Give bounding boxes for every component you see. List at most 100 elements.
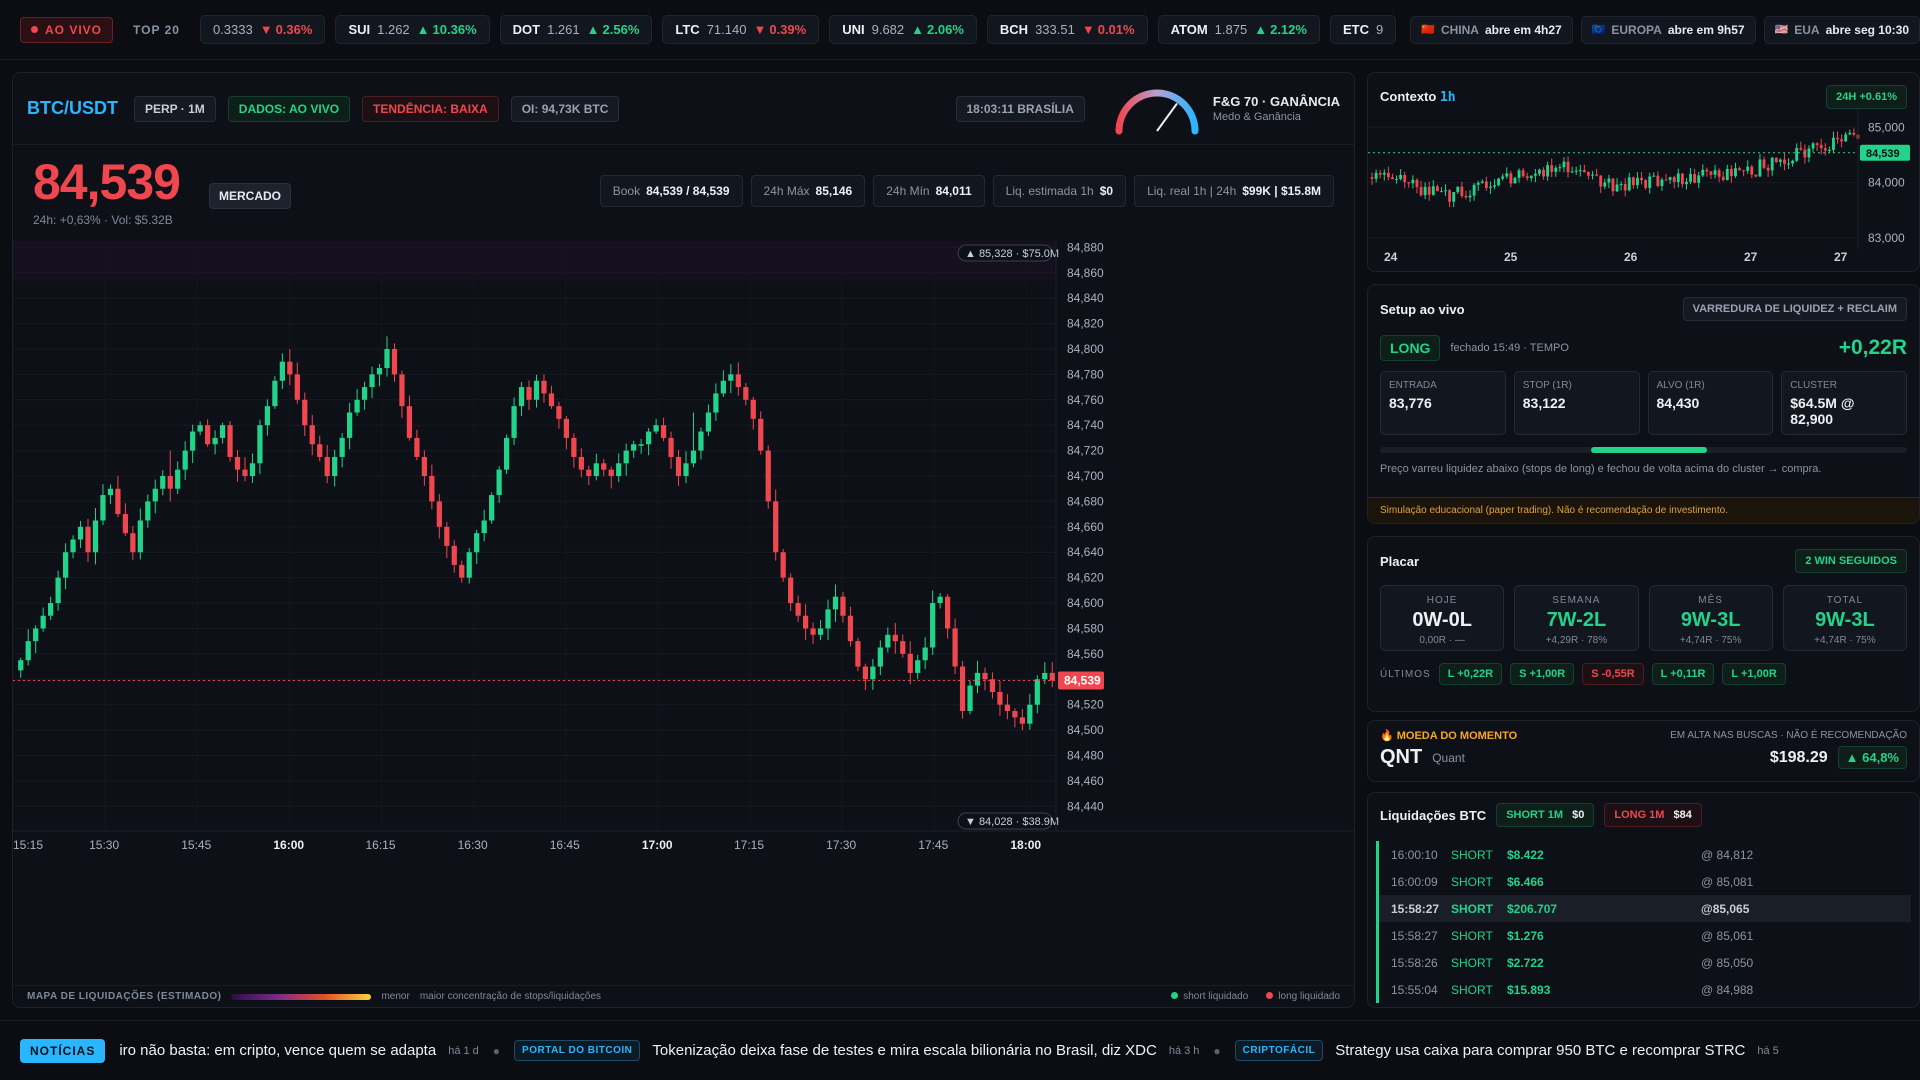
main-chart-panel: BTC/USDT PERP · 1M DADOS: AO VIVO TENDÊN… [12,72,1355,1008]
trending-coin-card[interactable]: 🔥 MOEDA DO MOMENTO EM ALTA NAS BUSCAS · … [1367,720,1920,782]
ctx-candle-body [1440,191,1443,193]
liquidation-row[interactable]: 15:58:27 SHORT $1.276 @ 85,061 [1376,922,1911,949]
news-source-badge: CRIPTOFÁCIL [1234,1040,1324,1061]
candle-body [541,380,547,394]
arrow-down-icon: ▼ [753,22,767,37]
news-list: iro não basta: em cripto, vence quem se … [119,1040,1779,1061]
y-tick-label: 84,780 [1067,367,1104,381]
ticker-item[interactable]: SUI 1.262 ▲ 10.36% [335,15,490,44]
liquidation-side: SHORT [1451,955,1493,970]
news-headline[interactable]: iro não basta: em cripto, vence quem se … [119,1042,437,1059]
news-headline[interactable]: Tokenização deixa fase de testes e mira … [652,1042,1157,1059]
setup-status: fechado 15:49 · TEMPO [1450,342,1569,354]
ticker-item[interactable]: ETC 9 [1329,15,1397,44]
ticker-item[interactable]: BCH 333.51 ▼ 0.01% [986,15,1148,44]
y-tick-label: 84,520 [1067,698,1104,712]
ctx-candle-body [1489,186,1492,188]
ticker-item[interactable]: DOT 1.261 ▲ 2.56% [499,15,653,44]
price-stat: Liq. real 1h | 24h $99K | $15.8M [1134,175,1334,207]
ctx-candle-body [1778,159,1782,163]
setup-level-box: STOP (1R) 83,122 [1513,371,1640,435]
ctx-candle-body [1562,161,1566,168]
y-tick-label: 84,600 [1067,596,1104,610]
market-hours-item: 🇨🇳 CHINA abre em 4h27 [1410,15,1573,44]
candle-body [840,596,846,616]
price-stat: Liq. estimada 1h $0 [992,175,1127,207]
price-stat-label: Book [612,184,641,198]
liquidation-price: @ 85,050 [1701,955,1754,970]
ctx-candle-body [1774,157,1778,163]
candle-body [556,406,562,419]
ctx-candle-body [1395,179,1398,181]
news-time-ago: há 1 d [448,1044,479,1057]
y-tick-label: 84,800 [1067,342,1104,356]
news-headline[interactable]: Strategy usa caixa para comprar 950 BTC … [1335,1042,1746,1059]
ticker-item[interactable]: 0.3333 ▼ 0.36% [199,15,326,44]
ctx-candle-body [1374,172,1378,179]
score-period-box: HOJE 0W-0L 0,00R · — [1380,585,1505,651]
ticker-price: 9 [1375,22,1384,37]
ctx-candle-body [1521,170,1525,177]
ticker-change: ▼ 0.36% [260,22,313,37]
liquidation-row[interactable]: 15:58:27 SHORT $206.707 @85,065 [1376,895,1911,922]
y-tick-label: 84,700 [1067,469,1104,483]
setup-level-value: 83,122 [1522,395,1566,411]
liquidation-row[interactable]: 15:55:04 SHORT $15.893 @ 84,988 [1376,976,1911,1003]
candle-body [989,679,996,692]
scoreboard-card: Placar 2 WIN SEGUIDOS HOJE 0W-0L 0,00R · —… [1367,536,1920,712]
news-item[interactable]: iro não basta: em cripto, vence quem se … [119,1042,478,1059]
setup-level-label: ENTRADA [1389,380,1437,391]
pair-selector[interactable]: BTC/USDT [27,98,118,118]
ctx-candle-body [1509,173,1513,184]
setup-level-label: CLUSTER [1790,380,1837,391]
liquidation-price: @ 84,988 [1701,982,1754,997]
order-type-badge[interactable]: MERCADO [209,183,291,209]
liquidation-row[interactable]: 15:58:26 SHORT $2.722 @ 85,050 [1376,949,1911,976]
y-tick-label: 84,680 [1067,494,1104,508]
ctx-candle-body [1648,176,1652,188]
candle-body [832,596,839,610]
ctx-candle-body [1415,179,1419,188]
ticker-list: 0.3333 ▼ 0.36% SUI 1.262 ▲ 10.36% DOT 1.261 ▲ 2.56… [199,15,1400,44]
candle-body [817,628,824,635]
ctx-candle-body [1378,172,1382,175]
ticker-item[interactable]: UNI 9.682 ▲ 2.06% [829,15,977,44]
news-item[interactable]: PORTAL DO BITCOIN Tokenização deixa fase … [514,1040,1199,1061]
ctx-candle-body [1746,166,1750,171]
liquidation-row[interactable]: 16:00:10 SHORT $8.422 @ 84,812 [1376,841,1911,868]
score-period-box: SEMANA 7W-2L +4,29R · 78% [1514,585,1639,651]
score-period-sub: +4,29R · 78% [1545,635,1608,646]
candle-body [862,666,869,680]
candle-body [25,641,31,661]
liquidation-time: 15:58:26 [1391,955,1438,970]
candlestick-chart[interactable]: 84,880 84,860 84,840 84,820 84,800 84,780 84,7… [13,241,1355,987]
candle-body [997,691,1003,705]
liquidation-row[interactable]: 16:00:09 SHORT $6.466 @ 85,081 [1376,868,1911,895]
ctx-candle-body [1636,177,1639,186]
ticker-change-value: 2.56% [602,22,640,37]
news-item[interactable]: CRIPTOFÁCIL Strategy usa caixa para compr… [1234,1040,1779,1061]
candle-body [62,552,69,578]
ctx-candle-body [1407,182,1411,184]
market-hours-item: 🇺🇸 EUA abre seg 10:30 [1763,15,1920,44]
score-period-box: TOTAL 9W-3L +4,74R · 75% [1782,585,1907,651]
perp-timeframe-badge[interactable]: PERP · 1M [134,95,216,122]
score-period-record: 7W-2L [1546,609,1607,631]
ticker-item[interactable]: LTC 71.140 ▼ 0.39% [662,15,820,44]
last-price-tag [1058,671,1104,690]
ctx-candle-body [1640,177,1643,181]
ticker-item[interactable]: ATOM 1.875 ▲ 2.12% [1157,15,1320,44]
candle-body [287,361,293,375]
ctx-candle-body [1464,195,1468,198]
ctx-candle-body [1554,167,1558,172]
trending-coin-symbol: QNT [1380,746,1423,768]
candle-body [107,488,114,496]
recent-result-chip: L +1,00R [1722,663,1786,685]
ctx-candle-body [1701,169,1705,176]
candle-body [219,425,226,438]
candle-body [683,463,689,477]
candle-body [944,596,951,629]
context-mini-chart[interactable]: 85,000 84,000 83,000 24 25 26 27 27 84,539 [1368,109,1920,269]
ticker-change-value: 10.36% [432,22,477,37]
ctx-candle-body [1685,181,1688,185]
